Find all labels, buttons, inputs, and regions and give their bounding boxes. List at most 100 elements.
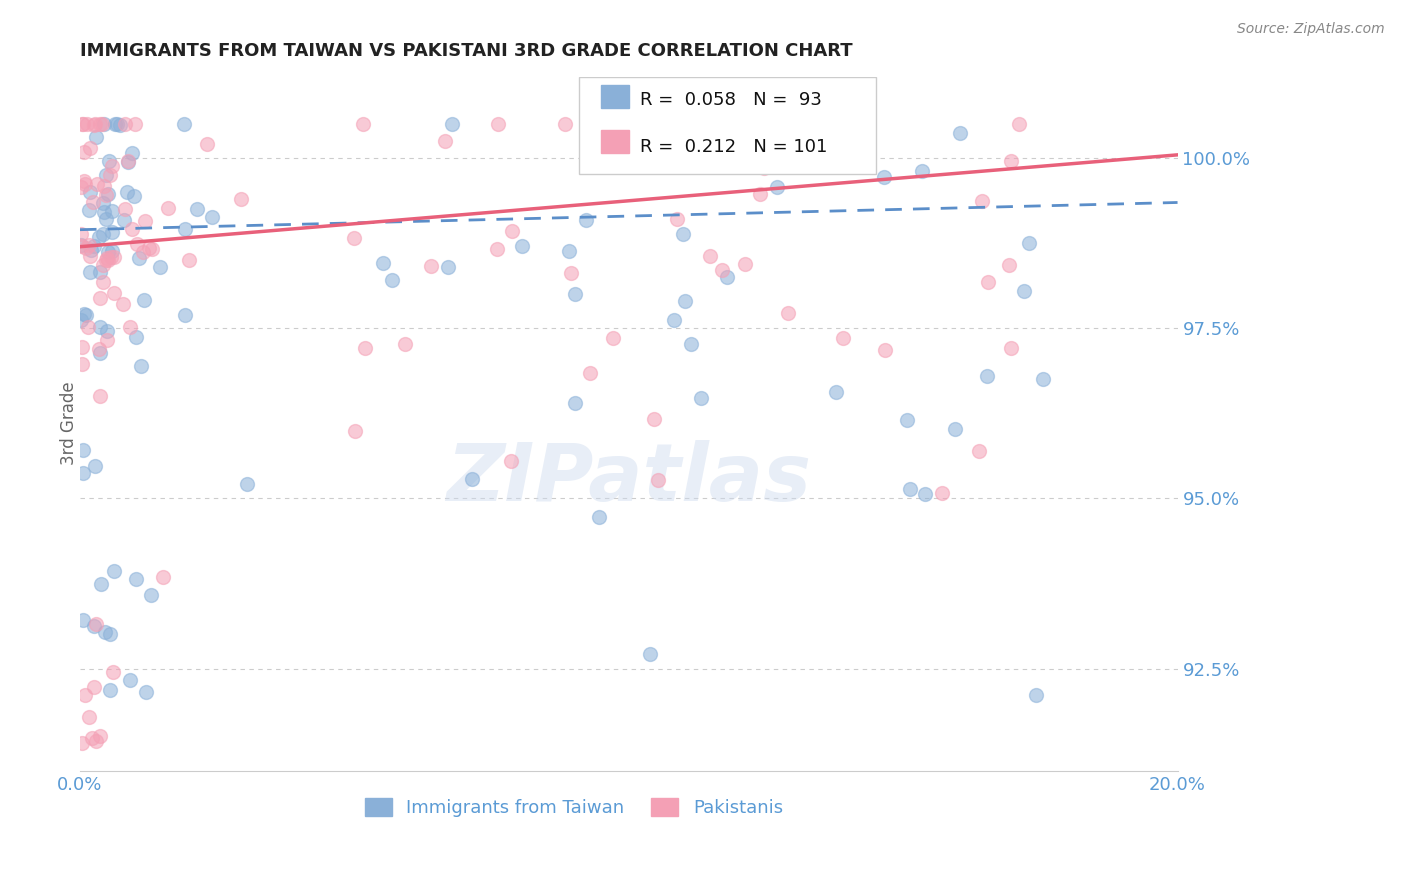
Point: [75, 688, 97, 702]
Point: [121, 222, 143, 236]
Point: [643, 412, 665, 426]
Point: [70, 117, 93, 131]
Point: [122, 188, 145, 202]
Point: [83, 458, 105, 473]
Point: [84, 117, 107, 131]
Point: [115, 185, 138, 199]
Point: [1014, 284, 1036, 298]
Legend: Immigrants from Taiwan, Pakistanis: Immigrants from Taiwan, Pakistanis: [357, 790, 790, 824]
Point: [89, 320, 111, 334]
Point: [977, 275, 1000, 289]
Point: [949, 126, 972, 140]
Point: [575, 213, 598, 227]
Point: [773, 133, 796, 147]
Point: [831, 331, 853, 345]
Point: [461, 472, 484, 486]
Point: [344, 425, 367, 439]
Text: Source: ZipAtlas.com: Source: ZipAtlas.com: [1237, 22, 1385, 37]
Point: [70, 357, 93, 371]
Point: [138, 241, 160, 255]
Point: [352, 117, 374, 131]
Point: [84, 734, 107, 748]
Point: [72, 466, 94, 480]
Point: [564, 396, 586, 410]
Y-axis label: 3rd Grade: 3rd Grade: [60, 382, 77, 466]
FancyBboxPatch shape: [602, 85, 628, 108]
Point: [560, 267, 582, 281]
Point: [94, 624, 117, 639]
Point: [83, 239, 105, 253]
Point: [83, 118, 105, 132]
Point: [174, 222, 197, 236]
Point: [75, 308, 97, 322]
Point: [124, 117, 146, 131]
Point: [967, 444, 990, 458]
Point: [79, 237, 101, 252]
Point: [117, 155, 139, 169]
Point: [87, 343, 110, 357]
Point: [97, 252, 120, 267]
Point: [510, 239, 533, 253]
Point: [77, 202, 100, 217]
Point: [114, 117, 136, 131]
Point: [419, 260, 441, 274]
Text: R =  0.212   N = 101: R = 0.212 N = 101: [640, 137, 827, 156]
Point: [124, 329, 146, 343]
Point: [872, 169, 894, 184]
Point: [1018, 235, 1040, 250]
Point: [76, 117, 98, 131]
Point: [82, 731, 104, 746]
Point: [711, 262, 734, 277]
Point: [103, 251, 125, 265]
Point: [231, 192, 253, 206]
Point: [776, 306, 799, 320]
Point: [73, 307, 96, 321]
Point: [914, 487, 936, 501]
Point: [1032, 372, 1054, 386]
Point: [89, 292, 111, 306]
Point: [70, 313, 93, 327]
Text: R =  0.058   N =  93: R = 0.058 N = 93: [640, 91, 821, 109]
Point: [141, 242, 163, 256]
Point: [766, 179, 789, 194]
Point: [117, 154, 139, 169]
Point: [104, 117, 127, 131]
Point: [70, 238, 93, 252]
Point: [976, 368, 998, 383]
Point: [644, 117, 666, 131]
Point: [89, 345, 111, 359]
Point: [77, 320, 100, 334]
Point: [77, 710, 100, 724]
Point: [96, 244, 118, 259]
Point: [831, 117, 853, 131]
Point: [93, 204, 115, 219]
Point: [1025, 688, 1047, 702]
Point: [79, 249, 101, 263]
Point: [354, 341, 377, 355]
Point: [101, 225, 124, 239]
Point: [824, 384, 846, 399]
Point: [797, 117, 820, 131]
Point: [101, 203, 124, 218]
Point: [72, 737, 94, 751]
Point: [70, 227, 93, 241]
Point: [86, 129, 108, 144]
Point: [93, 179, 115, 194]
Point: [501, 454, 523, 468]
Point: [943, 422, 966, 436]
Point: [440, 117, 463, 131]
Point: [83, 680, 105, 694]
Point: [381, 273, 404, 287]
Point: [125, 572, 148, 586]
Text: ZIPatlas: ZIPatlas: [446, 440, 811, 518]
Point: [118, 673, 141, 688]
Point: [1008, 117, 1031, 131]
Point: [437, 260, 460, 274]
Point: [602, 331, 624, 345]
Point: [135, 685, 157, 699]
Point: [79, 141, 101, 155]
Point: [749, 187, 772, 202]
Point: [672, 227, 695, 241]
Point: [554, 117, 576, 131]
Point: [98, 627, 121, 641]
